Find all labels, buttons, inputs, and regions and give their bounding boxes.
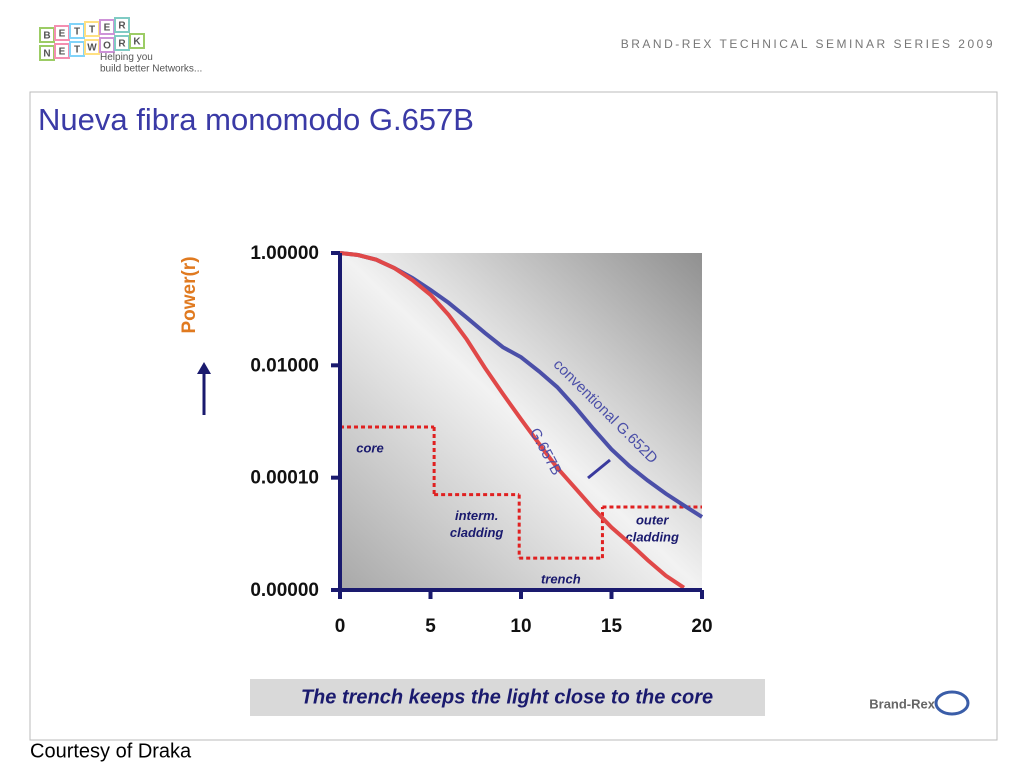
profile-label: interm. (455, 508, 498, 523)
y-tick-label: 0.00000 (250, 580, 319, 601)
series-line (339, 251, 686, 590)
logo-letter: N (43, 49, 50, 60)
logo-letter: T (74, 45, 80, 56)
series-title: BRAND-REX TECHNICAL SEMINAR SERIES 2009 (621, 37, 995, 51)
slide-frame (29, 91, 998, 741)
profile-label: outer (636, 512, 669, 527)
x-tick-label: 20 (691, 616, 712, 637)
profile-label: cladding (625, 529, 679, 544)
credit: Courtesy of Draka (30, 740, 192, 762)
tagline: build better Networks... (100, 64, 202, 75)
brand: Brand-Rex (869, 696, 936, 711)
slide-title: Nueva fibra monomodo G.657B (38, 102, 474, 137)
tagline: Helping you (100, 52, 153, 63)
caption: The trench keeps the light close to the … (301, 686, 713, 708)
profile-label: cladding (450, 525, 504, 540)
x-tick-label: 5 (425, 616, 436, 637)
logo-block (114, 17, 130, 33)
logo-letter: T (89, 25, 95, 36)
logo-letter: K (133, 37, 141, 48)
logo-letter: R (118, 39, 126, 50)
logo-letter: R (118, 21, 126, 32)
caption-box (250, 679, 765, 716)
arrow-head (197, 362, 211, 374)
y-tick-label: 0.01000 (250, 355, 319, 376)
logo-letter: E (59, 29, 66, 40)
x-tick-label: 15 (601, 616, 623, 637)
logo-letter: E (104, 23, 111, 34)
pointer (587, 458, 611, 480)
y-tick-label: 1.00000 (250, 243, 319, 264)
logo-letter: B (43, 31, 50, 42)
brand-icon (934, 690, 970, 716)
logo-block (129, 33, 145, 49)
profile-label: core (356, 440, 383, 455)
logo-letter: E (59, 47, 66, 58)
x-tick-label: 0 (335, 616, 346, 637)
logo-letter: O (103, 41, 111, 52)
logo-letter: W (87, 43, 97, 54)
logo-letter: T (74, 27, 80, 38)
logo: B E T T E RN E T W O R K (39, 17, 145, 61)
profile-label: trench (541, 572, 581, 587)
x-tick-label: 10 (510, 616, 531, 637)
y-tick-label: 0.00010 (250, 468, 319, 489)
y-axis-label: Power(r) (179, 256, 200, 333)
